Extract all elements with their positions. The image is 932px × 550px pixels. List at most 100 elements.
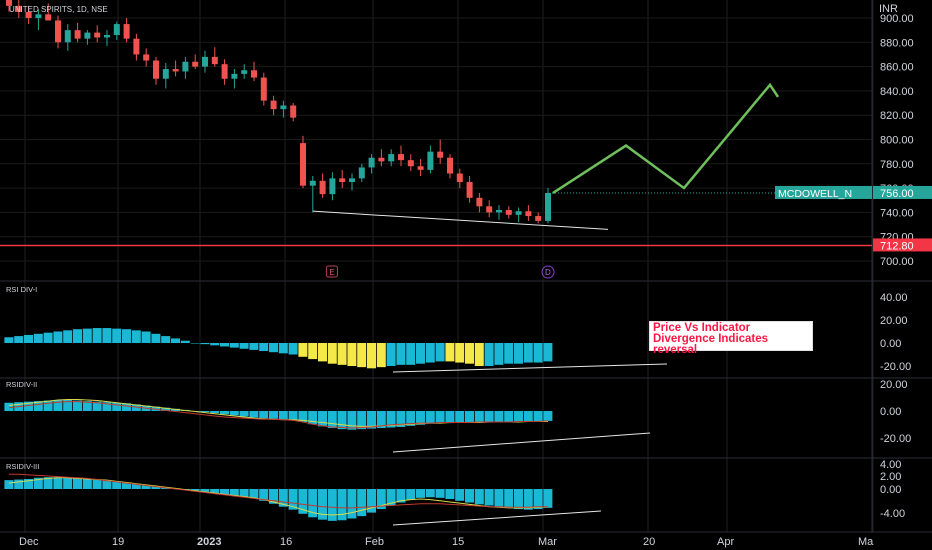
histogram-bar [484,489,494,506]
panel-title: RSIDIV-III [6,462,39,471]
histogram-bar [278,343,288,354]
histogram-bar [63,330,73,343]
histogram-bar [337,411,347,430]
indicator-line [9,473,548,509]
histogram-bar [435,411,445,424]
candle-body [15,5,22,12]
dividend-marker [541,265,555,279]
histogram-bar [229,489,239,496]
candle-body [133,38,140,55]
histogram-bar [288,343,298,355]
candle-body [398,154,404,161]
histogram-bar [161,407,171,411]
histogram-bar [53,331,63,343]
ticker-label-box [775,185,872,199]
time-tick-label: 19 [112,536,124,548]
histogram-bar [533,489,543,510]
ticker-label: MCDOWELL_N [778,188,852,200]
histogram-bar [92,479,102,489]
histogram-bar [122,329,131,343]
histogram-bar [24,334,33,343]
histogram-bar [239,343,249,349]
histogram-bar [455,343,465,363]
candle-body [329,178,336,195]
histogram-bar [406,411,416,426]
candle-body [466,182,473,198]
histogram-bar [376,489,386,510]
histogram-bar [347,343,357,366]
candle-body [270,100,277,110]
histogram-bar [357,343,367,368]
candle-body [300,143,306,186]
histogram-bar [229,411,239,416]
histogram-bar [278,411,288,420]
last-price-box [873,185,932,199]
histogram-bar [73,400,82,411]
candle-body [456,173,463,183]
candle-body [339,178,346,183]
histogram-bar [494,411,504,422]
histogram-bar [14,479,24,489]
candle-body [447,157,453,174]
histogram-bar [33,333,43,343]
candle-body [290,105,297,118]
time-tick-label: 15 [452,536,464,548]
histogram-bar [190,343,200,344]
histogram-bar [14,336,24,343]
price-tick-label: 780.00 [880,159,914,171]
rsi-div-i-pane: RSI DIV-I [4,285,668,373]
histogram-bar [24,401,33,411]
histogram-bar [533,411,543,422]
candle-body [143,54,150,61]
panel-tick-label: 0.00 [880,338,901,350]
support-price-label: 712.80 [880,240,914,252]
histogram-bar [504,411,514,422]
histogram-bar [543,411,553,421]
histogram-bar [112,402,122,411]
candle-body [388,154,395,162]
histogram-bar [308,343,318,360]
histogram-bar [347,411,357,430]
candle-body [378,157,385,162]
histogram-bar [43,477,53,489]
candle-body [309,180,316,186]
histogram-bar [190,489,200,491]
histogram-bar [465,343,474,364]
earnings-marker-label: E [329,268,334,277]
candle-body [417,166,424,170]
symbol-header: UNITED SPIRITS, 1D, NSE [9,5,108,14]
histogram-bar [288,489,298,510]
histogram-bar [259,489,269,501]
histogram-bar [4,480,14,489]
histogram-bar [318,343,327,362]
histogram-bar [220,343,229,347]
histogram-bar [396,411,406,427]
price-tick-label: 820.00 [880,110,914,122]
histogram-bar [504,489,514,508]
histogram-bar [308,411,318,425]
candle-body [525,211,532,217]
histogram-bar [4,402,14,411]
histogram-bar [4,337,14,343]
candle-body [319,180,326,195]
annotation-line-1: Price Vs Indicator [653,322,751,334]
support-price-box [873,238,932,252]
candle-body [6,0,12,6]
rsidiv-iii-pane: RSIDIV-III [4,462,602,526]
histogram-bar [269,343,278,353]
histogram-bar [523,411,533,422]
histogram-bar [112,481,122,489]
histogram-bar [347,489,357,519]
histogram-bar [200,343,210,345]
candle-body [113,24,120,36]
histogram-bar [82,328,92,343]
histogram-bar [278,489,288,507]
candle-body [123,24,130,39]
indicator-line [8,401,549,429]
histogram-bar [367,489,376,513]
histogram-bar [318,489,327,520]
candle-body [74,30,81,39]
histogram-bar [53,477,63,489]
histogram-bar [465,489,474,503]
